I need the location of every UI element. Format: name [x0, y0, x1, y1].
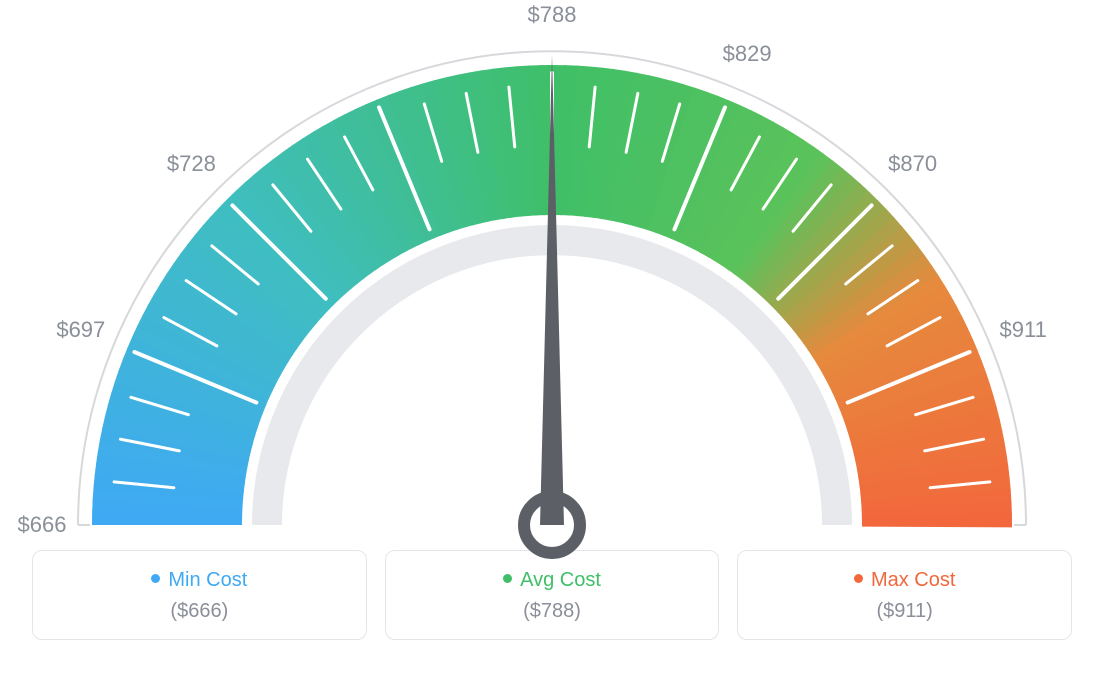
legend-row: Min Cost ($666) Avg Cost ($788) Max Cost… — [0, 550, 1104, 664]
gauge-svg — [0, 0, 1104, 560]
legend-title-text: Max Cost — [871, 569, 955, 591]
legend-title-text: Avg Cost — [520, 569, 601, 591]
legend-card-avg: Avg Cost ($788) — [385, 550, 720, 640]
dot-icon — [503, 574, 512, 583]
legend-title-text: Min Cost — [168, 569, 247, 591]
legend-value-max: ($911) — [748, 600, 1061, 623]
legend-value-min: ($666) — [43, 600, 356, 623]
gauge-tick-label: $829 — [723, 41, 772, 67]
gauge-tick-label: $870 — [888, 151, 937, 177]
legend-title-max: Max Cost — [748, 569, 1061, 592]
gauge-tick-label: $911 — [1000, 317, 1047, 343]
legend-card-max: Max Cost ($911) — [737, 550, 1072, 640]
legend-title-min: Min Cost — [43, 569, 356, 592]
legend-value-avg: ($788) — [396, 600, 709, 623]
legend-title-avg: Avg Cost — [396, 569, 709, 592]
gauge-tick-label: $697 — [56, 317, 105, 343]
cost-gauge: $666 $697 $728 $788 $829 $870 $911 — [0, 0, 1104, 560]
gauge-tick-label: $666 — [18, 512, 67, 538]
legend-card-min: Min Cost ($666) — [32, 550, 367, 640]
gauge-tick-label: $728 — [167, 151, 216, 177]
gauge-tick-label: $788 — [528, 2, 577, 28]
dot-icon — [151, 574, 160, 583]
dot-icon — [854, 574, 863, 583]
